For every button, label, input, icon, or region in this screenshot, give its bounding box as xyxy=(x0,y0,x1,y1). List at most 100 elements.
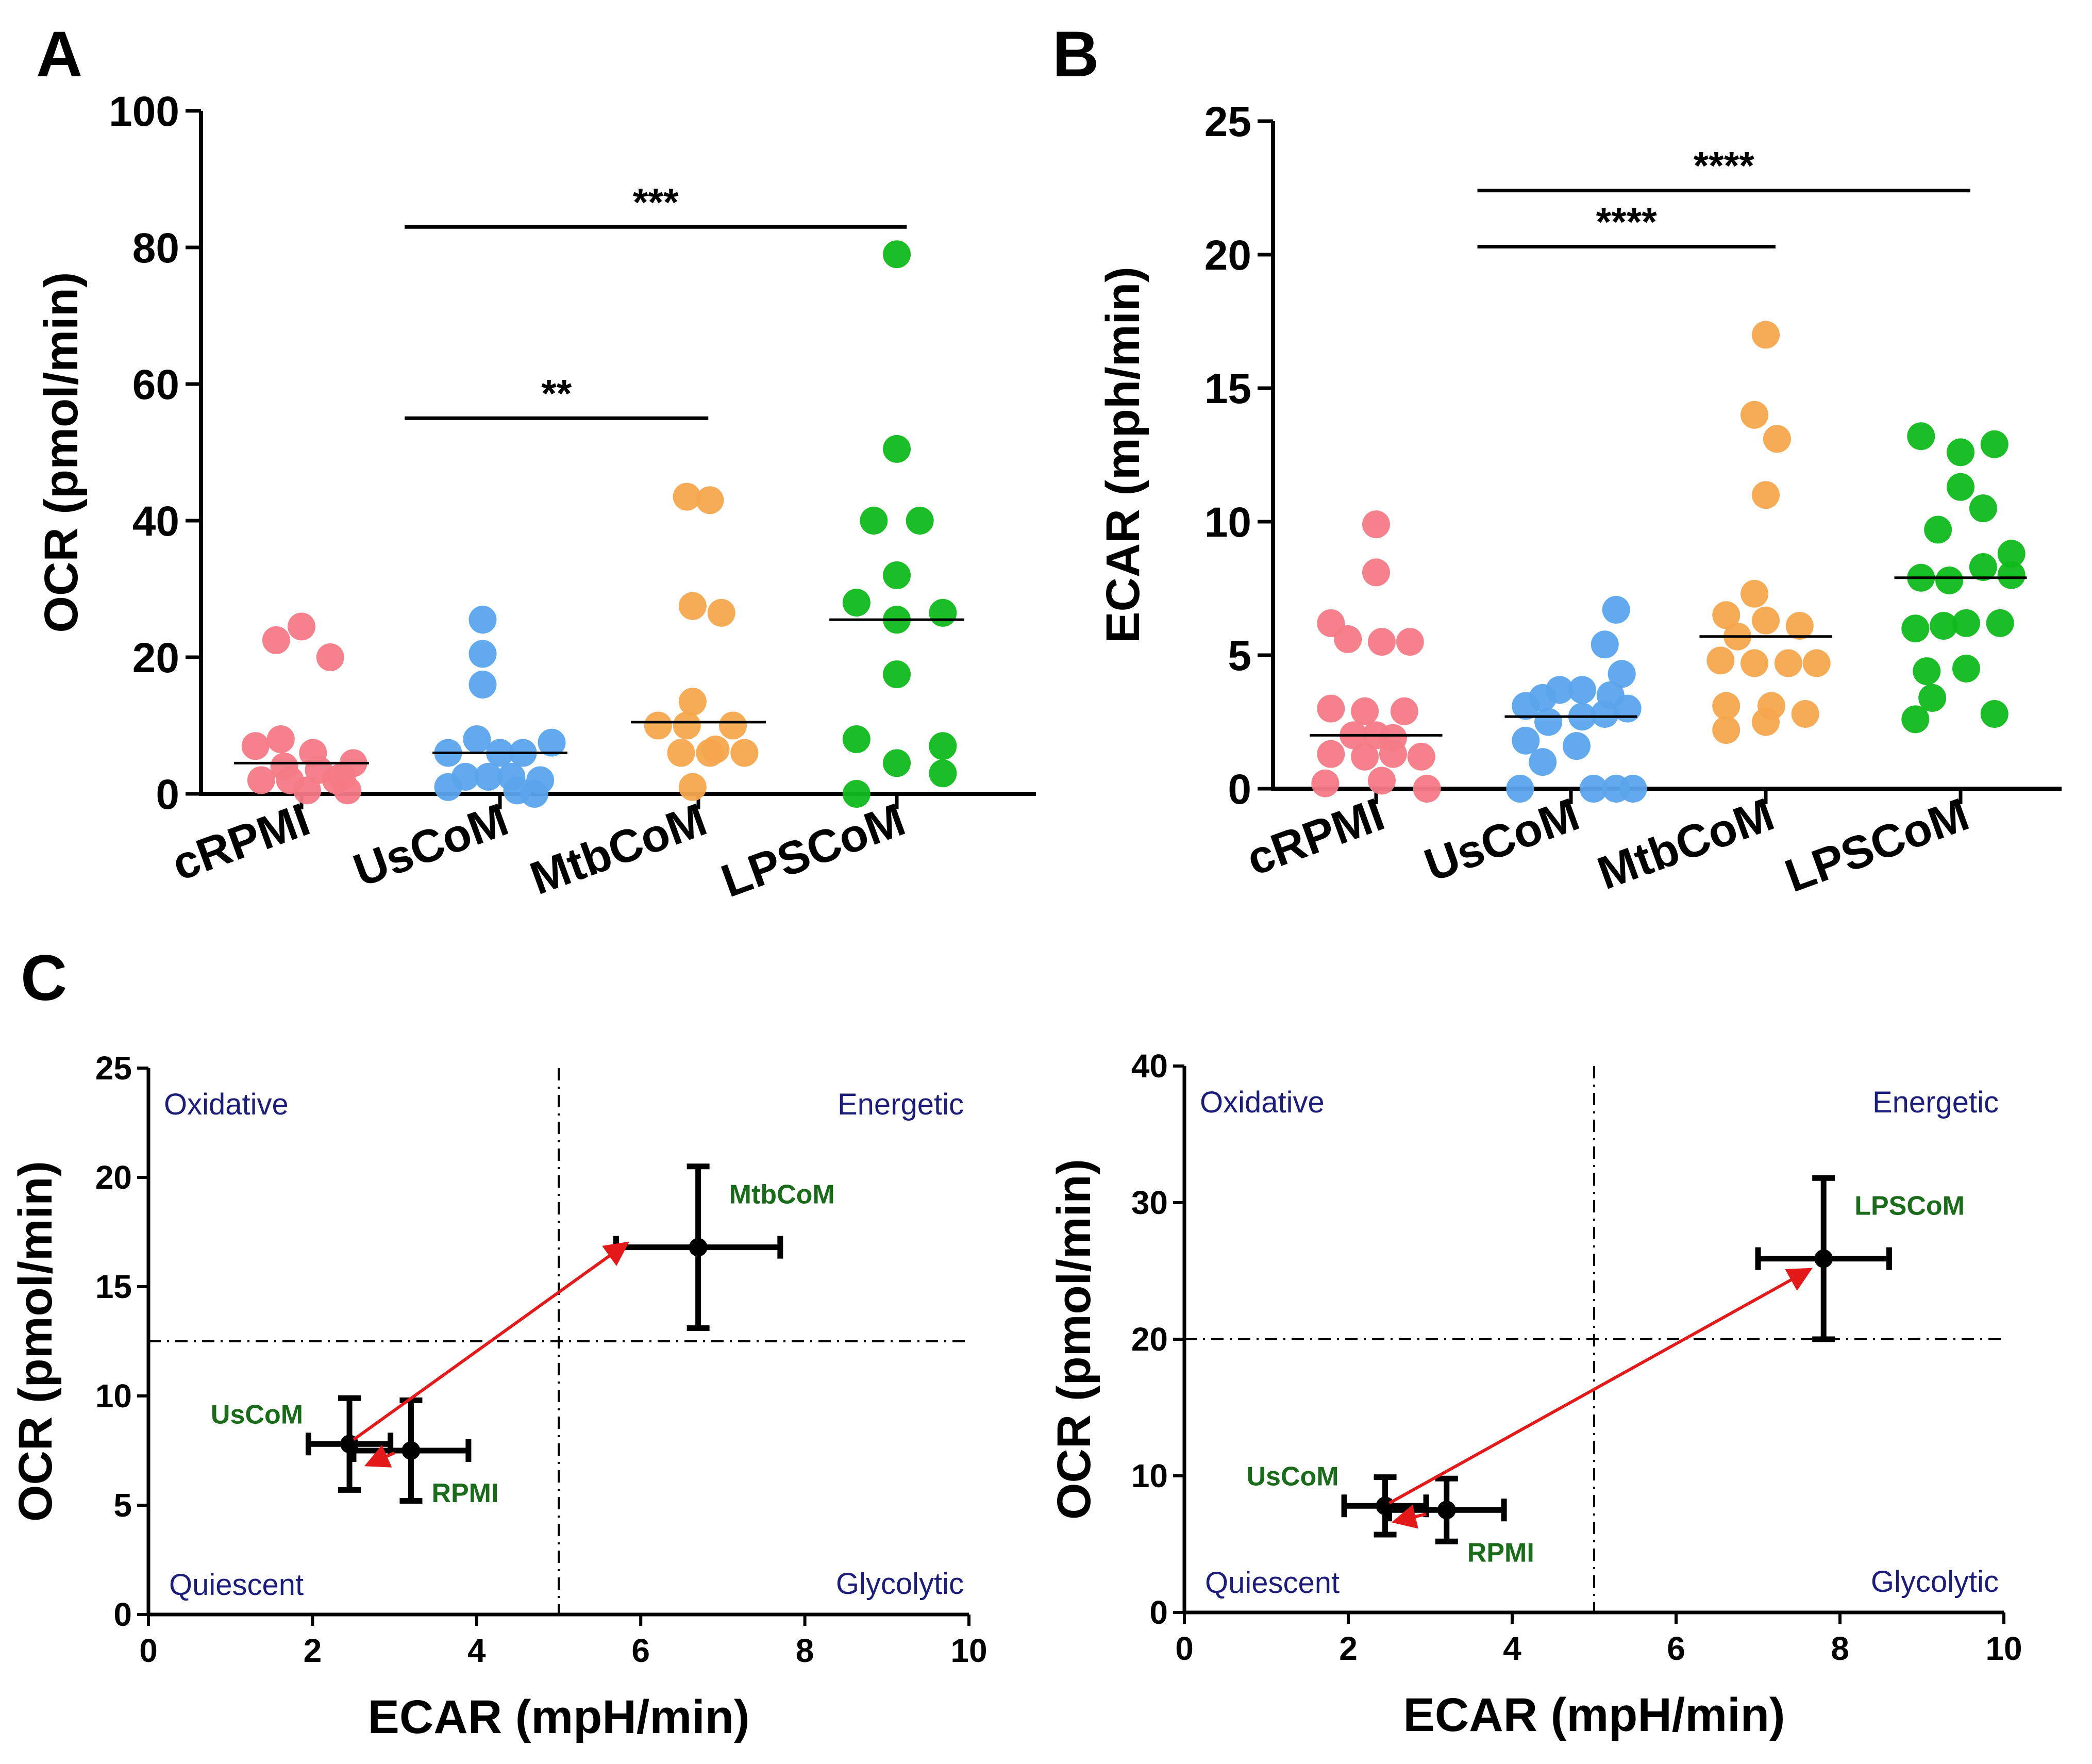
data-point-lpscom xyxy=(1952,609,1980,637)
data-point-lpscom xyxy=(1935,566,1964,594)
data-point-lpscom xyxy=(1997,540,2026,568)
data-point-lpscom xyxy=(883,240,911,269)
y-tick-label: 40 xyxy=(1131,1047,1168,1085)
data-point-crpmi xyxy=(1311,769,1340,797)
x-axis-title: ECAR (mpH/min) xyxy=(367,1691,749,1743)
data-point-lpscom xyxy=(1969,553,1997,581)
data-point-crpmi xyxy=(288,612,315,641)
data-point-lpscom xyxy=(860,507,888,535)
y-axis-title: OCR (pmol/min) xyxy=(35,272,88,633)
data-point-uscom xyxy=(463,725,491,753)
data-point-crpmi xyxy=(1379,740,1407,768)
data-point-mtbcom xyxy=(689,1238,708,1257)
data-point-lpscom xyxy=(929,732,957,760)
data-point-mtbcom xyxy=(1740,579,1769,608)
data-point-uscom xyxy=(1512,726,1540,755)
data-point-uscom xyxy=(1591,700,1619,728)
data-point-uscom xyxy=(451,762,480,791)
data-point-crpmi xyxy=(262,626,290,654)
data-point-lpscom xyxy=(1901,614,1930,643)
panel-label-b: B xyxy=(1052,19,1099,90)
y-axis-title: OCR (pmol/min) xyxy=(9,1161,62,1522)
category-label-mtbcom: MtbCoM xyxy=(1591,789,1781,900)
data-point-crpmi xyxy=(1334,625,1362,653)
data-point-lpscom xyxy=(842,589,871,617)
data-point-lpscom xyxy=(1907,422,1935,451)
category-label-crpmi: cRPMI xyxy=(1240,789,1391,886)
data-point-mtbcom xyxy=(1774,649,1802,677)
data-point-mtbcom xyxy=(678,592,707,620)
y-tick-label: 15 xyxy=(95,1268,132,1305)
x-tick-label: 8 xyxy=(1831,1630,1849,1667)
x-tick-label: 10 xyxy=(950,1632,987,1669)
x-tick-label: 6 xyxy=(631,1632,650,1669)
point-label-rpmi: RPMI xyxy=(431,1478,498,1508)
data-point-mtbcom xyxy=(1752,708,1780,736)
data-point-lpscom xyxy=(883,435,911,463)
data-point-mtbcom xyxy=(701,735,730,763)
data-point-crpmi xyxy=(1317,694,1345,723)
x-tick-label: 0 xyxy=(139,1632,158,1669)
y-tick-label: 80 xyxy=(132,225,179,272)
data-point-mtbcom xyxy=(1740,649,1769,677)
x-tick-label: 8 xyxy=(796,1632,814,1669)
data-point-uscom xyxy=(468,606,497,634)
y-tick-label: 60 xyxy=(132,361,179,408)
y-tick-label: 10 xyxy=(1131,1457,1168,1494)
data-point-uscom xyxy=(1591,630,1619,659)
data-point-crpmi xyxy=(1367,767,1396,795)
data-point-uscom xyxy=(468,640,497,668)
y-tick-label: 20 xyxy=(95,1159,132,1196)
significance-label: ** xyxy=(541,372,572,415)
y-axis-title: OCR (pmol/min) xyxy=(1048,1159,1100,1520)
transition-arrow xyxy=(353,1241,630,1441)
data-point-lpscom xyxy=(1901,705,1930,734)
data-point-uscom xyxy=(1568,676,1596,704)
data-point-crpmi xyxy=(1407,742,1435,771)
data-point-crpmi xyxy=(316,643,344,671)
data-point-mtbcom xyxy=(673,711,701,740)
data-point-crpmi xyxy=(1413,775,1441,803)
data-point-mtbcom xyxy=(678,688,707,716)
quadrant-label-oxidative: Oxidative xyxy=(1200,1086,1325,1119)
data-point-lpscom xyxy=(883,561,911,589)
data-point-uscom xyxy=(1546,676,1574,704)
data-point-uscom xyxy=(1619,775,1647,803)
data-point-uscom xyxy=(468,671,497,698)
data-point-mtbcom xyxy=(1706,646,1735,675)
data-point-uscom xyxy=(1579,775,1608,803)
data-point-crpmi xyxy=(266,725,295,753)
data-point-lpscom xyxy=(883,660,911,689)
data-point-rpmi xyxy=(1437,1501,1456,1520)
y-tick-label: 10 xyxy=(95,1377,132,1414)
y-tick-label: 0 xyxy=(156,771,179,818)
point-label-mtbcom: MtbCoM xyxy=(729,1180,835,1210)
category-label-lpscom: LPSCoM xyxy=(1779,789,1976,903)
point-label-uscom: UsCoM xyxy=(211,1400,303,1429)
data-point-uscom xyxy=(503,776,531,805)
data-point-uscom xyxy=(1534,708,1563,736)
data-point-mtbcom xyxy=(730,739,759,767)
panel-c-right-energy-map: 0 10 20 30 40 0 2 4 6 8 10 ECAR (mpH/min) OCR (pmol/… xyxy=(1048,1047,2022,1741)
data-point-mtbcom xyxy=(707,598,735,627)
data-point-mtbcom xyxy=(644,711,672,740)
y-tick-label: 20 xyxy=(1131,1321,1168,1358)
category-label-mtbcom: MtbCoM xyxy=(524,794,713,905)
data-point-lpscom xyxy=(883,749,911,777)
data-point-lpscom xyxy=(1918,684,1947,712)
data-point-mtbcom xyxy=(1802,649,1831,677)
data-point-crpmi xyxy=(1317,740,1345,768)
x-tick-label: 2 xyxy=(1339,1630,1358,1667)
data-point-mtbcom xyxy=(1712,601,1740,629)
quadrant-label-oxidative: Oxidative xyxy=(164,1088,289,1121)
data-point-lpscom xyxy=(1997,561,2026,589)
point-label-lpscom: LPSCoM xyxy=(1854,1191,1965,1221)
y-tick-label: 100 xyxy=(109,88,179,135)
data-point-lpscom xyxy=(929,759,957,788)
data-point-lpscom xyxy=(1952,654,1980,683)
data-point-uscom xyxy=(474,762,503,791)
data-point-mtbcom xyxy=(718,711,747,740)
data-point-lpscom xyxy=(1913,657,1941,686)
data-point-lpscom xyxy=(1980,700,2009,728)
